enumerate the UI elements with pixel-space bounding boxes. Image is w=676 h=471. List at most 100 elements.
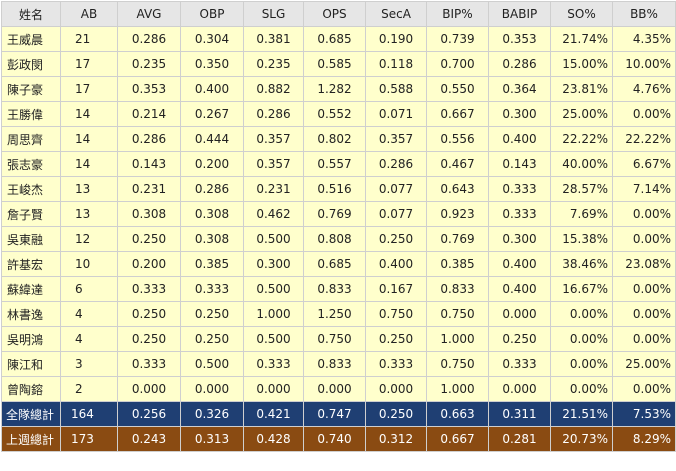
table-row: 王勝偉 14 0.214 0.267 0.286 0.552 0.071 0.667 0.300… [1,101,676,127]
stat-cell: 14 [60,126,118,152]
table-row: 蘇緯達 6 0.333 0.333 0.500 0.833 0.167 0.833 0.400 1… [1,276,676,302]
stat-cell: 0.882 [243,76,304,102]
stat-cell: 6 [60,276,118,302]
stat-cell: 0.500 [243,326,304,352]
stat-cell: 0.000 [180,376,244,402]
stat-cell: 0.167 [365,276,427,302]
player-name-cell: 王威晨 [1,26,61,52]
stat-cell: 0.333 [117,276,181,302]
stat-cell: 15.00% [550,51,613,77]
stat-cell: 0.802 [303,126,366,152]
stat-cell: 13 [60,176,118,202]
stat-cell: 0.769 [426,226,489,252]
stat-cell: 0.250 [117,226,181,252]
stat-cell: 23.81% [550,76,613,102]
total-stat-cell: 0.326 [180,401,244,427]
stat-cell: 0.00% [612,101,676,127]
total-stat-cell: 0.740 [303,426,366,452]
stat-cell: 0.333 [180,276,244,302]
table-header: 姓名 AB AVG OBP SLG OPS SecA BIP% BABIP SO% BB% [1,1,676,27]
stat-cell: 0.385 [426,251,489,277]
stat-cell: 0.750 [426,351,489,377]
stat-cell: 1.282 [303,76,366,102]
stat-cell: 22.22% [550,126,613,152]
stat-cell: 0.000 [117,376,181,402]
stat-cell: 28.57% [550,176,613,202]
stat-cell: 0.769 [303,201,366,227]
stat-cell: 0.333 [488,351,551,377]
stat-cell: 0.00% [612,376,676,402]
column-header: OBP [180,1,244,27]
stat-cell: 0.585 [303,51,366,77]
total-stat-cell: 0.747 [303,401,366,427]
stat-cell: 0.000 [488,376,551,402]
stat-cell: 7.14% [612,176,676,202]
column-header: AVG [117,1,181,27]
table-row: 張志豪 14 0.143 0.200 0.357 0.557 0.286 0.467 0.143… [1,151,676,177]
player-name-cell: 蘇緯達 [1,276,61,302]
player-name-cell: 許基宏 [1,251,61,277]
stat-cell: 0.200 [180,151,244,177]
stat-cell: 0.400 [365,251,427,277]
column-header: 姓名 [1,1,61,27]
stat-cell: 22.22% [612,126,676,152]
stat-cell: 0.333 [488,201,551,227]
player-name-cell: 吳明鴻 [1,326,61,352]
stat-cell: 0.250 [365,226,427,252]
stat-cell: 0.400 [488,251,551,277]
stat-cell: 0.250 [117,326,181,352]
player-name-cell: 吳東融 [1,226,61,252]
stat-cell: 0.400 [488,126,551,152]
stat-cell: 0.00% [550,326,613,352]
stat-cell: 0.231 [243,176,304,202]
stat-cell: 0.071 [365,101,427,127]
player-name-cell: 陳子豪 [1,76,61,102]
stat-cell: 0.833 [426,276,489,302]
stat-cell: 13 [60,201,118,227]
stat-cell: 0.000 [365,376,427,402]
stat-cell: 21 [60,26,118,52]
stat-cell: 0.333 [117,351,181,377]
stat-cell: 38.46% [550,251,613,277]
stat-cell: 21.74% [550,26,613,52]
stat-cell: 0.385 [180,251,244,277]
stat-cell: 7.69% [550,201,613,227]
table-row: 王威晨 21 0.286 0.304 0.381 0.685 0.190 0.739 0.353… [1,26,676,52]
stat-cell: 0.250 [365,326,427,352]
stat-cell: 3 [60,351,118,377]
stat-cell: 0.214 [117,101,181,127]
total-stat-cell: 8.29% [612,426,676,452]
column-header: OPS [303,1,366,27]
stat-cell: 0.286 [365,151,427,177]
stat-cell: 4 [60,326,118,352]
stat-cell: 0.000 [488,301,551,327]
stat-cell: 4.35% [612,26,676,52]
total-stat-cell: 0.313 [180,426,244,452]
table-row: 曾陶鎔 2 0.000 0.000 0.000 0.000 0.000 1.000 0.000 0… [1,376,676,402]
stat-cell: 0.350 [180,51,244,77]
total-stat-cell: 7.53% [612,401,676,427]
player-name-cell: 陳江和 [1,351,61,377]
total-stat-cell: 21.51% [550,401,613,427]
stat-cell: 0.556 [426,126,489,152]
table-row: 林書逸 4 0.250 0.250 1.000 1.250 0.750 0.750 0.000 0… [1,301,676,327]
stat-cell: 0.00% [612,201,676,227]
stat-cell: 0.00% [550,301,613,327]
stat-cell: 0.308 [180,201,244,227]
player-name-cell: 周思齊 [1,126,61,152]
stat-cell: 0.00% [612,326,676,352]
stat-cell: 25.00% [550,101,613,127]
stat-cell: 23.08% [612,251,676,277]
stat-cell: 14 [60,151,118,177]
column-header: SO% [550,1,613,27]
table-row: 吳明鴻 4 0.250 0.250 0.500 0.750 0.250 1.000 0.250 0… [1,326,676,352]
column-header: BB% [612,1,676,27]
stat-cell: 0.00% [612,226,676,252]
player-name-cell: 王峻杰 [1,176,61,202]
stat-cell: 1.000 [243,301,304,327]
stat-cell: 0.552 [303,101,366,127]
stat-cell: 0.667 [426,101,489,127]
stat-cell: 0.267 [180,101,244,127]
stat-cell: 0.516 [303,176,366,202]
stat-cell: 0.190 [365,26,427,52]
